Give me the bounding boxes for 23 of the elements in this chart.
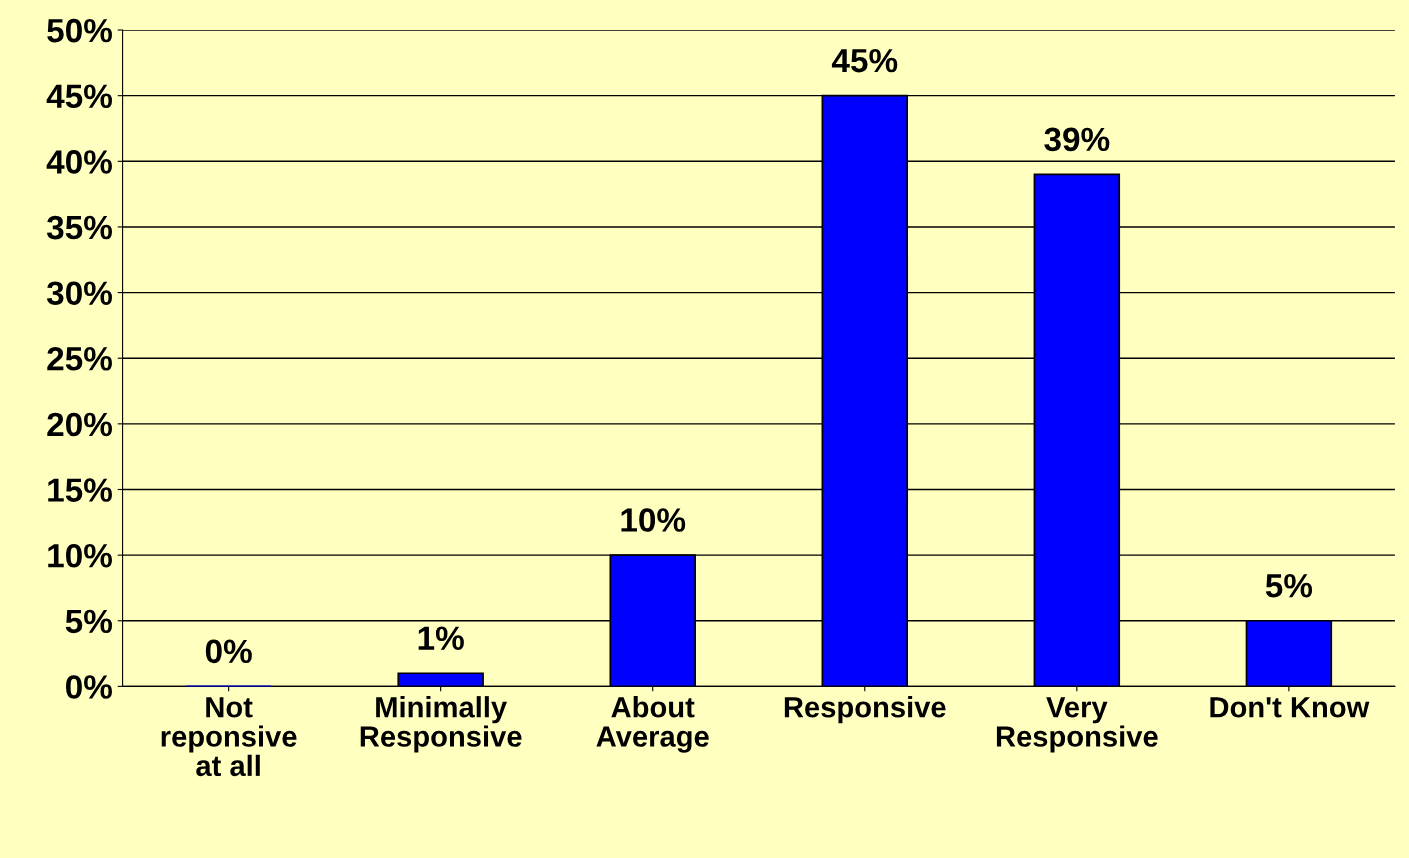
y-tick-label: 30% [46,281,112,306]
y-tick-label: 40% [46,150,112,174]
y-tick-label: 15% [48,478,112,502]
y-tick-label: 25% [47,347,112,371]
y-tick-label: 10% [48,543,112,568]
data-label: 1% [418,626,464,650]
y-tick-label: 35% [46,215,112,240]
x-tick-label: About Average [596,696,709,753]
y-tick-label: 20% [47,412,112,437]
data-label: 45% [831,48,898,73]
x-tick-label: Not reponsive at all [161,697,297,777]
data-label: 5% [1265,573,1313,598]
y-tick-label: 0% [66,675,112,699]
data-label: 0% [205,639,252,664]
data-label: 10% [621,508,686,532]
x-tick-label: Minimally Responsive [360,696,522,753]
y-tick-label: 5% [65,609,112,634]
x-tick-label: Responsive [784,696,946,724]
x-tick-label: Very Responsive [996,697,1158,753]
y-tick-label: 45% [46,84,112,109]
data-label: 39% [1044,127,1110,152]
y-tick-label: 50% [47,18,112,43]
x-tick-label: Don't Know [1210,697,1370,718]
